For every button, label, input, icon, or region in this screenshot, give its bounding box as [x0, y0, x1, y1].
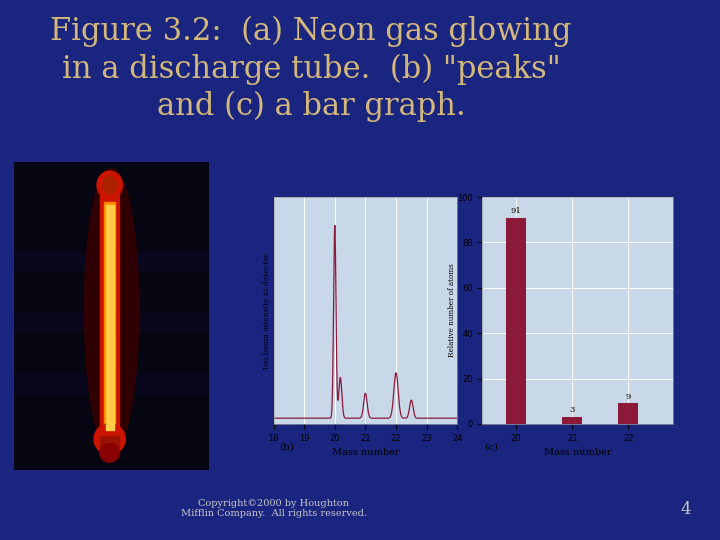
Bar — [100, 190, 120, 442]
X-axis label: Mass number: Mass number — [544, 448, 611, 457]
Bar — [14, 313, 209, 331]
Text: 91: 91 — [510, 207, 521, 215]
Y-axis label: Relative number of atoms: Relative number of atoms — [448, 264, 456, 357]
Bar — [100, 436, 120, 455]
Bar — [14, 374, 209, 393]
Bar — [618, 403, 638, 424]
Text: 3: 3 — [570, 407, 575, 414]
Bar — [106, 205, 114, 430]
Text: (c): (c) — [484, 442, 498, 451]
Text: (b): (b) — [279, 442, 294, 451]
Text: 4: 4 — [680, 502, 691, 518]
Bar — [506, 218, 526, 424]
Bar — [104, 202, 115, 433]
Ellipse shape — [103, 177, 117, 193]
Text: 9: 9 — [626, 393, 631, 401]
Ellipse shape — [94, 423, 125, 455]
Ellipse shape — [100, 444, 120, 462]
Bar — [562, 417, 582, 424]
Bar — [14, 251, 209, 269]
Ellipse shape — [97, 171, 122, 199]
X-axis label: Mass number: Mass number — [332, 448, 399, 457]
Ellipse shape — [84, 168, 139, 451]
Text: Figure 3.2:  (a) Neon gas glowing
in a discharge tube.  (b) "peaks"
and (c) a ba: Figure 3.2: (a) Neon gas glowing in a di… — [50, 16, 572, 122]
Text: Copyright©2000 by Houghton
Mifflin Company.  All rights reserved.: Copyright©2000 by Houghton Mifflin Compa… — [181, 499, 366, 518]
Y-axis label: Ion beam intensity at detector: Ion beam intensity at detector — [263, 252, 271, 369]
